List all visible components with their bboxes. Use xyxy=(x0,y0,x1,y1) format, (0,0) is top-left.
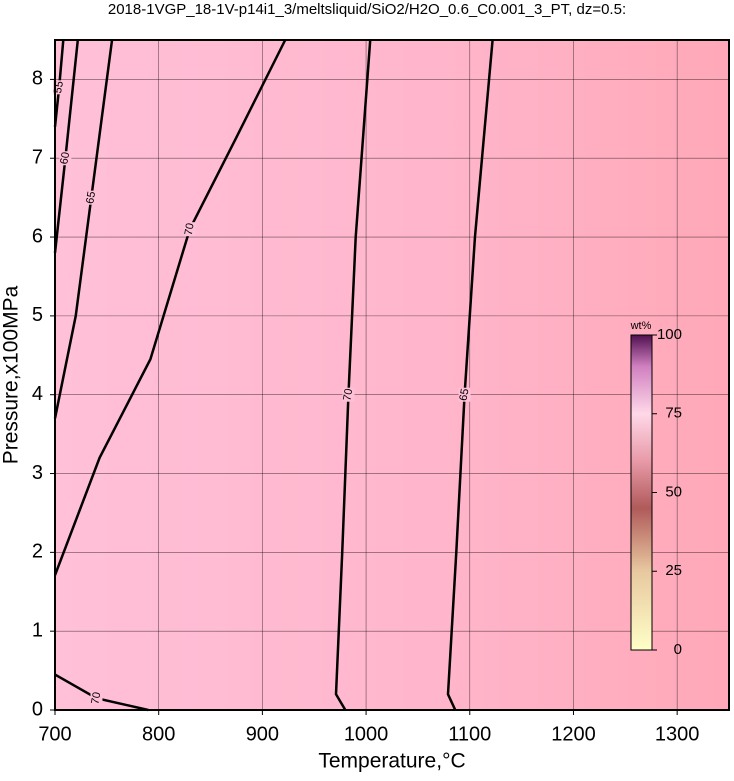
contour-label: 60 xyxy=(58,151,72,165)
contour-line xyxy=(53,39,287,576)
contour-label-bg xyxy=(458,387,471,402)
y-axis-label: Pressure,x100MPa xyxy=(0,285,23,464)
contour-label-bg xyxy=(59,151,72,166)
contour-label: 65 xyxy=(458,388,472,402)
x-tick-label: 900 xyxy=(246,723,279,745)
contour-label-bg xyxy=(342,387,355,402)
colorbar-tick-label: 50 xyxy=(665,483,682,500)
contour-label: 70 xyxy=(89,691,103,705)
y-tick-label: 7 xyxy=(32,147,43,169)
chart-title: 2018-1VGP_18-1V-p14i1_3/meltsliquid/SiO2… xyxy=(108,1,626,18)
y-tick-label: 5 xyxy=(32,304,43,326)
colorbar xyxy=(630,334,653,651)
contour-label: 65 xyxy=(84,191,98,205)
y-tick-label: 3 xyxy=(32,462,43,484)
x-axis-label: Temperature,°C xyxy=(318,750,465,773)
contour-label-bg xyxy=(183,222,196,237)
colorbar-tick-label: 100 xyxy=(657,326,682,343)
colorbar-tick-label: 25 xyxy=(665,562,682,579)
x-tick-label: 1100 xyxy=(448,723,491,745)
y-tick-label: 2 xyxy=(32,541,43,563)
contour-line xyxy=(446,39,494,711)
y-tick-label: 6 xyxy=(32,225,43,247)
x-tick-label: 1000 xyxy=(344,723,389,745)
colorbar-tick-label: 0 xyxy=(674,641,682,658)
x-tick-label: 1200 xyxy=(551,723,596,745)
plot-frame xyxy=(54,39,730,711)
x-tick-label: 800 xyxy=(142,723,175,745)
contour-label: 70 xyxy=(183,222,197,236)
contour-line xyxy=(334,39,372,711)
x-tick-label: 700 xyxy=(38,723,71,745)
colorbar-tick-label: 75 xyxy=(665,405,682,422)
y-tick-label: 0 xyxy=(32,698,43,720)
colorbar-label: wt% xyxy=(630,320,652,332)
contour-label-bg xyxy=(53,80,66,95)
contour-label-bg xyxy=(90,691,103,706)
y-tick-label: 1 xyxy=(32,619,43,641)
contour-label: 70 xyxy=(341,388,355,402)
x-tick-label: 1300 xyxy=(655,723,700,745)
y-tick-label: 4 xyxy=(32,383,43,405)
plot-background xyxy=(55,40,729,710)
y-tick-label: 8 xyxy=(32,68,43,90)
contour-label-bg xyxy=(85,190,98,205)
